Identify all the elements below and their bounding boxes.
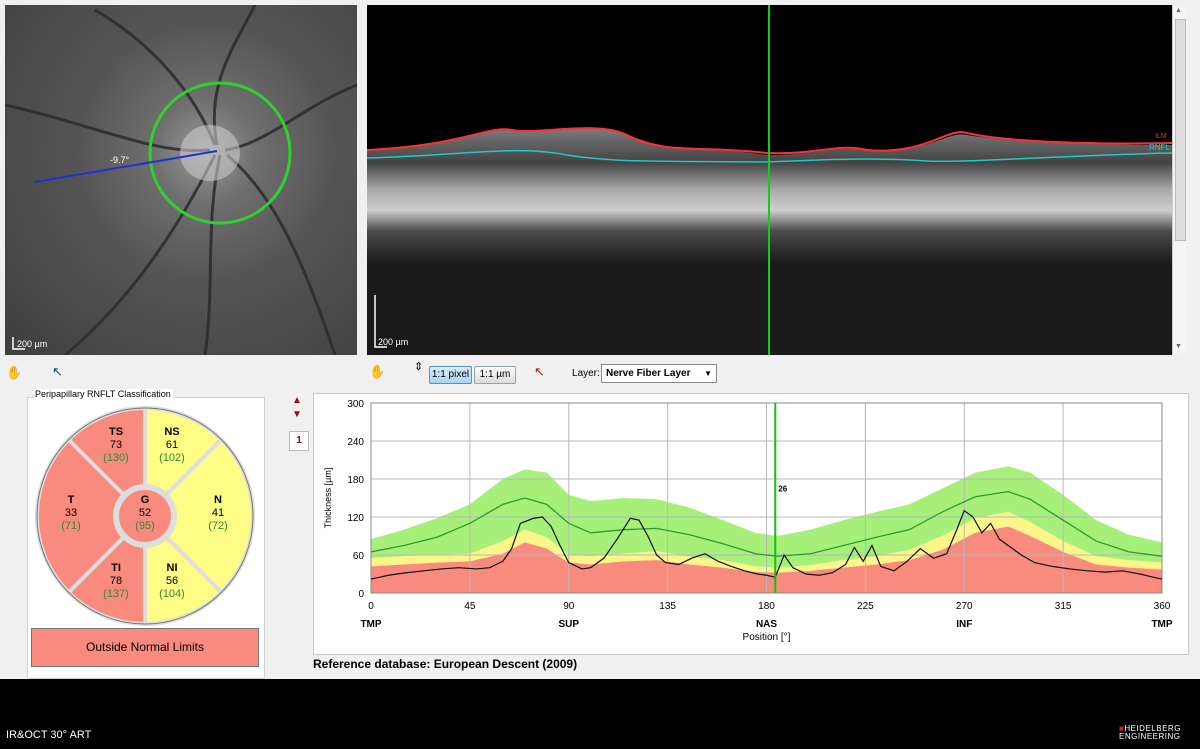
patient-thickness-line	[370, 509, 1163, 580]
hand-pan-icon[interactable]: ✋	[6, 365, 23, 380]
sector-normal-value: (102)	[159, 452, 185, 464]
sector-normal-value: (137)	[103, 588, 129, 600]
sector-name: TS	[108, 426, 124, 438]
oct-scale-label: 200 µm	[378, 337, 409, 347]
classification-title: Peripapillary RNFLT Classification	[33, 389, 173, 399]
next-arrow-icon[interactable]: ▼	[292, 409, 302, 420]
distance-line[interactable]	[34, 150, 218, 183]
y-tick-label: 180	[347, 475, 364, 486]
sector-axis-label: TMP	[1151, 619, 1172, 630]
oct-bscan-image[interactable]: 200 µm ILM RNFL	[367, 5, 1172, 355]
pie-outline	[36, 407, 254, 625]
y-axis-label: Thickness [µm]	[323, 468, 333, 529]
sector-axis-label: SUP	[558, 619, 579, 630]
sector-value: 61	[165, 439, 179, 451]
ilm-line	[367, 127, 1172, 155]
sector-value: 78	[109, 575, 123, 587]
sector-normal-value: (71)	[61, 520, 81, 532]
result-outside-normal-limits: Outside Normal Limits	[31, 628, 259, 667]
normative-mean-line	[370, 490, 1163, 557]
sector-name: N	[214, 494, 222, 506]
oct-scale-bar	[374, 295, 387, 348]
y-tick-label: 60	[353, 551, 365, 562]
reference-database: Reference database: European Descent (20…	[313, 657, 578, 671]
layer-select-value: Nerve Fiber Layer	[606, 368, 691, 379]
sector-name: NI	[166, 562, 178, 574]
sector-name: T	[67, 494, 75, 506]
x-tick-label: 315	[1055, 601, 1072, 612]
pointer-tool-icon[interactable]: ↖	[52, 364, 63, 379]
sector-name: TI	[111, 562, 121, 574]
sector-value: 52	[138, 507, 152, 519]
x-tick-label: 360	[1154, 601, 1171, 612]
footer-bar	[0, 679, 1200, 749]
sector-axis-label: NAS	[756, 619, 777, 630]
cursor-value-label: 26	[778, 485, 787, 494]
x-tick-label: 135	[659, 601, 676, 612]
oct-scrollbar[interactable]: ▲ ▼	[1172, 5, 1186, 355]
sector-value: 33	[64, 507, 78, 519]
sector-axis-label: INF	[956, 619, 972, 630]
layer-select[interactable]: Nerve Fiber Layer ▼	[601, 364, 717, 383]
sector-value: 73	[109, 439, 123, 451]
x-axis-label: Position [°]	[743, 632, 791, 643]
fundus-scale-label: 200 µm	[17, 339, 48, 349]
fundus-overlay	[5, 5, 357, 355]
scale-bar	[12, 337, 25, 350]
one-to-one-pixel-button[interactable]: 1:1 pixel	[429, 366, 472, 384]
x-tick-label: 0	[368, 601, 374, 612]
sector-value: 41	[211, 507, 225, 519]
sector-axis-label: TMP	[360, 619, 381, 630]
scroll-up-arrow[interactable]: ▲	[1175, 7, 1182, 14]
sector-g	[115, 486, 175, 546]
sector-label-ts: TS 73 (130)	[91, 426, 141, 465]
sector-label-ni: NI 56 (104)	[147, 562, 197, 601]
page-number[interactable]: 1	[289, 431, 309, 451]
layer-edit-icon[interactable]: ↖	[534, 364, 545, 379]
scroll-thumb[interactable]	[1175, 19, 1186, 241]
heidelberg-logo: ■HEIDELBERG ENGINEERING	[1119, 724, 1181, 741]
sector-pie	[35, 406, 255, 626]
x-tick-label: 45	[464, 601, 476, 612]
previous-arrow-icon[interactable]: ▲	[292, 395, 302, 406]
rnfl-tag: RNFL	[1149, 143, 1170, 152]
plot-frame	[370, 402, 1163, 594]
sector-name: NS	[164, 426, 180, 438]
oct-hand-pan-icon[interactable]: ✋	[369, 364, 386, 379]
sector-value: 56	[165, 575, 179, 587]
distance-label: -9.7°	[110, 155, 130, 165]
sector-normal-value: (95)	[135, 520, 155, 532]
fundus-image[interactable]: 200 µm -9.7°	[5, 5, 357, 355]
sector-label-n: N 41 (72)	[193, 494, 243, 533]
x-tick-label: 180	[758, 601, 775, 612]
thickness-chart[interactable]: 26 0 45 90 135 180 225 270 315 360 0 60 120 180 240 300…	[314, 394, 1188, 654]
sector-normal-value: (72)	[208, 520, 228, 532]
chevron-down-icon: ▼	[704, 369, 712, 378]
sector-name: G	[140, 494, 150, 506]
x-tick-label: 225	[857, 601, 874, 612]
y-tick-label: 120	[347, 513, 364, 524]
rnfl-line	[367, 149, 1172, 163]
sector-label-ns: NS 61 (102)	[147, 426, 197, 465]
sector-label-ti: TI 78 (137)	[91, 562, 141, 601]
sector-normal-value: (104)	[159, 588, 185, 600]
oct-overlay	[367, 5, 1172, 355]
scroll-down-arrow[interactable]: ▼	[1175, 343, 1182, 350]
layer-label: Layer:	[572, 368, 600, 379]
y-tick-label: 300	[347, 399, 364, 410]
sector-label-t: T 33 (71)	[46, 494, 96, 533]
scan-circle[interactable]	[148, 81, 292, 225]
one-to-one-micron-button[interactable]: 1:1 µm	[474, 366, 516, 384]
y-tick-label: 240	[347, 437, 364, 448]
thickness-graph-panel: 26 0 45 90 135 180 225 270 315 360 0 60 120 180 240 300…	[313, 393, 1189, 655]
ilm-tag: ILM	[1155, 133, 1167, 140]
fit-height-icon[interactable]: ⇕	[414, 361, 424, 373]
scan-type-label: IR&OCT 30° ART	[6, 729, 92, 741]
sector-label-g: G 52 (95)	[120, 494, 170, 533]
sector-normal-value: (130)	[103, 452, 129, 464]
x-tick-label: 270	[956, 601, 973, 612]
y-tick-label: 0	[358, 589, 364, 600]
x-tick-label: 90	[563, 601, 575, 612]
